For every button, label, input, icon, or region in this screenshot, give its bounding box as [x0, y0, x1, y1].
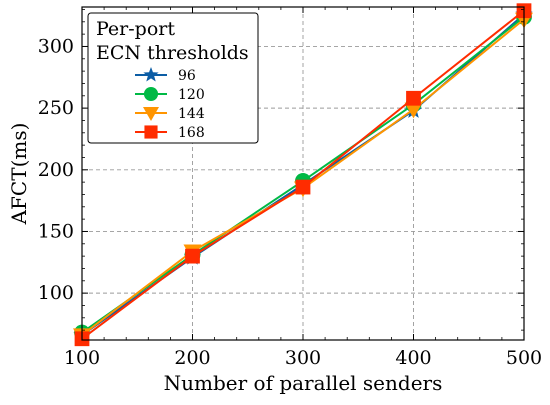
legend: Per-port ECN thresholds 96 120 144 168: [87, 12, 259, 144]
legend-entry-96: 96: [135, 67, 196, 84]
tick-layer: 100 200 300 400 500 100 150 200 250 300: [38, 7, 542, 369]
legend-entry-120: 120: [135, 86, 205, 103]
y-tick-label: 300: [38, 35, 74, 57]
data-point-168: [185, 248, 200, 264]
data-point-168: [295, 179, 311, 195]
x-tick-label: 400: [395, 347, 431, 369]
y-tick-label: 200: [38, 159, 74, 181]
legend-entry-144: 144: [135, 106, 205, 122]
y-tick-label: 150: [38, 220, 74, 242]
legend-entries: 96 120 144 168: [135, 67, 205, 141]
legend-box: [87, 12, 259, 144]
legend-label-96: 96: [178, 68, 196, 84]
y-tick-label: 250: [38, 97, 74, 119]
legend-entry-168: 168: [135, 125, 205, 141]
x-tick-label: 500: [506, 347, 542, 369]
legend-marker-96: [143, 67, 159, 82]
y-tick-label: 100: [38, 282, 74, 304]
legend-marker-120: [143, 86, 159, 102]
series-layer: [73, 3, 533, 347]
series-168: [74, 3, 532, 347]
legend-label-144: 144: [178, 106, 205, 122]
legend-title-line-1: Per-port: [96, 18, 175, 40]
legend-label-168: 168: [178, 125, 205, 141]
data-point-168: [406, 90, 421, 106]
x-tick-label: 300: [285, 347, 321, 369]
legend-marker-168: [144, 125, 158, 139]
legend-label-120: 120: [178, 87, 205, 103]
data-point-144: [404, 102, 423, 119]
legend-title-line-2: ECN thresholds: [96, 42, 249, 64]
y-axis-label: AFCT(ms): [7, 123, 31, 226]
legend-marker-144: [143, 107, 159, 121]
x-tick-label: 100: [64, 347, 100, 369]
x-tick-label: 200: [174, 347, 210, 369]
x-axis-label: Number of parallel senders: [164, 371, 443, 395]
